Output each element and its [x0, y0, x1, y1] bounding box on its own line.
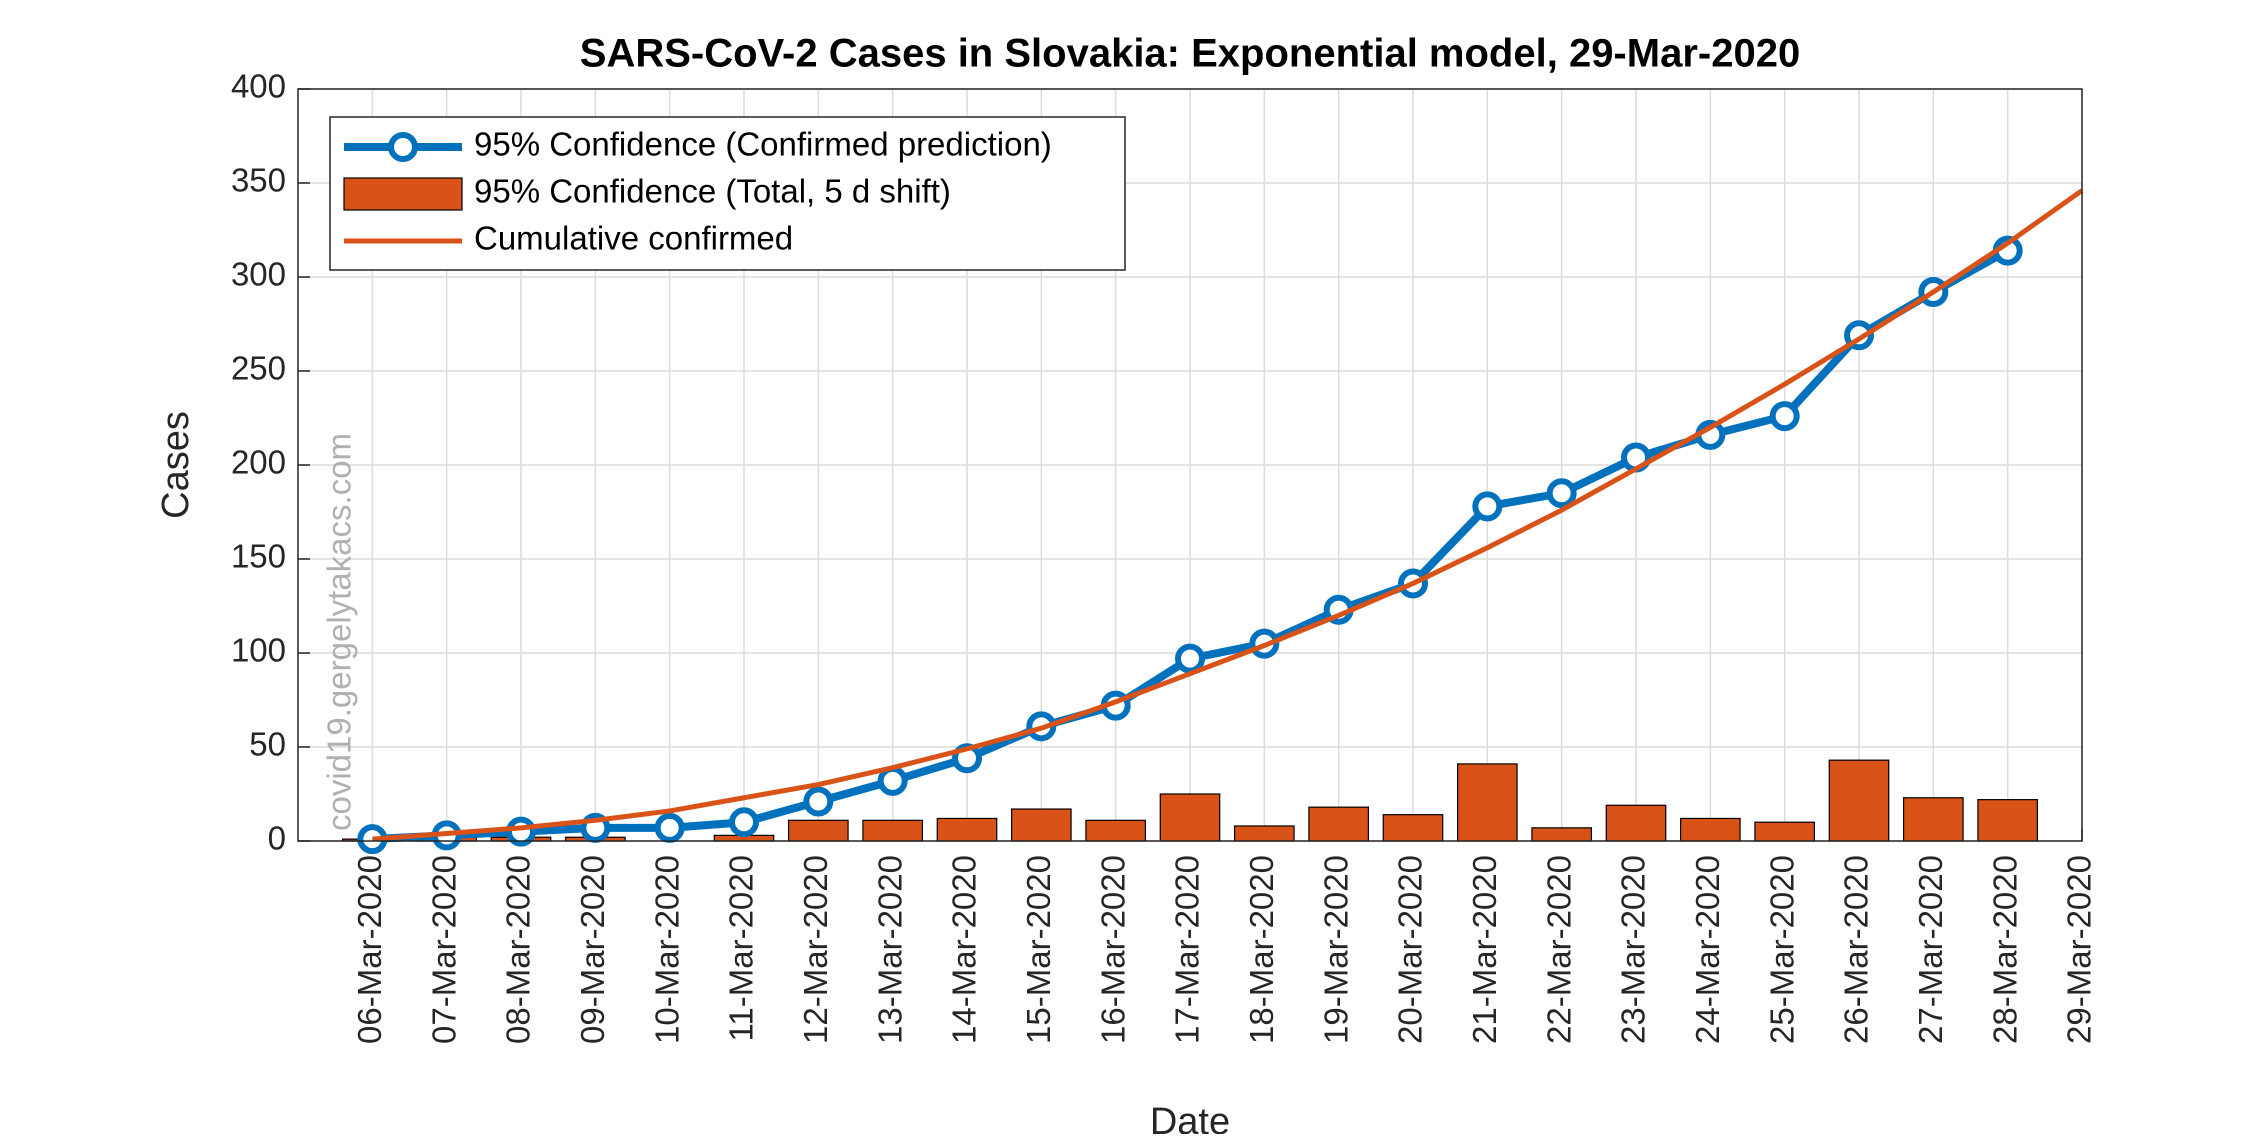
line — [372, 188, 2084, 842]
bar — [1382, 814, 1444, 842]
x-tick-label: 09-Mar-2020 — [574, 855, 611, 1044]
legend-label: Cumulative confirmed — [474, 220, 793, 257]
y-tick-label: 250 — [231, 350, 286, 387]
x-tick-label: 24-Mar-2020 — [1689, 855, 1726, 1044]
x-tick-label: 17-Mar-2020 — [1169, 855, 1206, 1044]
bar — [1010, 808, 1072, 842]
x-axis-label: Date — [1150, 1101, 1230, 1134]
x-tick-label: 16-Mar-2020 — [1094, 855, 1131, 1044]
marker — [1472, 491, 1503, 522]
bar — [1977, 799, 2039, 842]
x-tick-label: 28-Mar-2020 — [1986, 855, 2023, 1044]
watermark: covid19.gergelytakacs.com — [321, 433, 358, 831]
y-tick-label: 350 — [231, 162, 286, 199]
x-tick-label: 08-Mar-2020 — [500, 855, 537, 1044]
bar — [1828, 759, 1890, 842]
marker — [1175, 643, 1205, 674]
x-tick-label: 07-Mar-2020 — [425, 855, 462, 1044]
axes-box — [297, 88, 2083, 842]
bar — [1605, 804, 1667, 842]
x-tick-label: 27-Mar-2020 — [1912, 855, 1949, 1044]
bar — [862, 819, 924, 842]
bar — [1308, 806, 1370, 842]
marker — [877, 765, 908, 796]
x-tick-label: 10-Mar-2020 — [648, 855, 685, 1044]
legend-label: 95% Confidence (Total, 5 d shift) — [474, 173, 951, 210]
marker — [506, 816, 536, 847]
x-tick-label: 13-Mar-2020 — [871, 855, 908, 1044]
bar — [1159, 793, 1221, 842]
x-tick-label: 12-Mar-2020 — [797, 855, 834, 1044]
y-tick-label: 400 — [231, 68, 286, 105]
bar — [1754, 821, 1816, 842]
x-tick-label: 22-Mar-2020 — [1540, 855, 1577, 1044]
y-tick-label: 0 — [268, 820, 286, 857]
y-tick-label: 300 — [231, 256, 286, 293]
bar — [1233, 825, 1295, 842]
x-tick-label: 15-Mar-2020 — [1020, 855, 1057, 1044]
marker — [803, 786, 834, 817]
y-axis-label: Cases — [155, 411, 197, 519]
legend-swatch — [343, 177, 463, 211]
bar — [1085, 819, 1147, 842]
x-tick-label: 14-Mar-2020 — [946, 855, 983, 1044]
x-tick-label: 26-Mar-2020 — [1838, 855, 1875, 1044]
bar — [1531, 827, 1593, 842]
bar — [1456, 763, 1518, 842]
y-tick-label: 100 — [231, 632, 286, 669]
legend-marker — [388, 132, 418, 162]
y-tick-label: 50 — [249, 726, 286, 763]
bar — [1902, 797, 1964, 842]
marker — [1769, 401, 1800, 432]
x-tick-label: 21-Mar-2020 — [1466, 855, 1503, 1044]
marker — [1546, 478, 1577, 509]
y-tick-label: 200 — [231, 444, 286, 481]
y-tick-label: 150 — [231, 538, 286, 575]
bar — [936, 817, 998, 842]
chart-title: SARS-CoV-2 Cases in Slovakia: Exponentia… — [580, 32, 1800, 76]
x-tick-label: 29-Mar-2020 — [2061, 855, 2098, 1044]
x-tick-label: 20-Mar-2020 — [1392, 855, 1429, 1044]
x-tick-label: 06-Mar-2020 — [351, 855, 388, 1044]
x-tick-label: 23-Mar-2020 — [1615, 855, 1652, 1044]
bar — [787, 819, 849, 842]
x-tick-label: 11-Mar-2020 — [723, 855, 760, 1041]
marker — [729, 807, 759, 838]
bar — [1679, 817, 1741, 842]
marker — [654, 812, 685, 843]
x-tick-label: 18-Mar-2020 — [1243, 855, 1280, 1044]
x-tick-label: 19-Mar-2020 — [1317, 855, 1354, 1044]
x-tick-label: 25-Mar-2020 — [1763, 855, 1800, 1044]
legend-label: 95% Confidence (Confirmed prediction) — [474, 126, 1052, 163]
